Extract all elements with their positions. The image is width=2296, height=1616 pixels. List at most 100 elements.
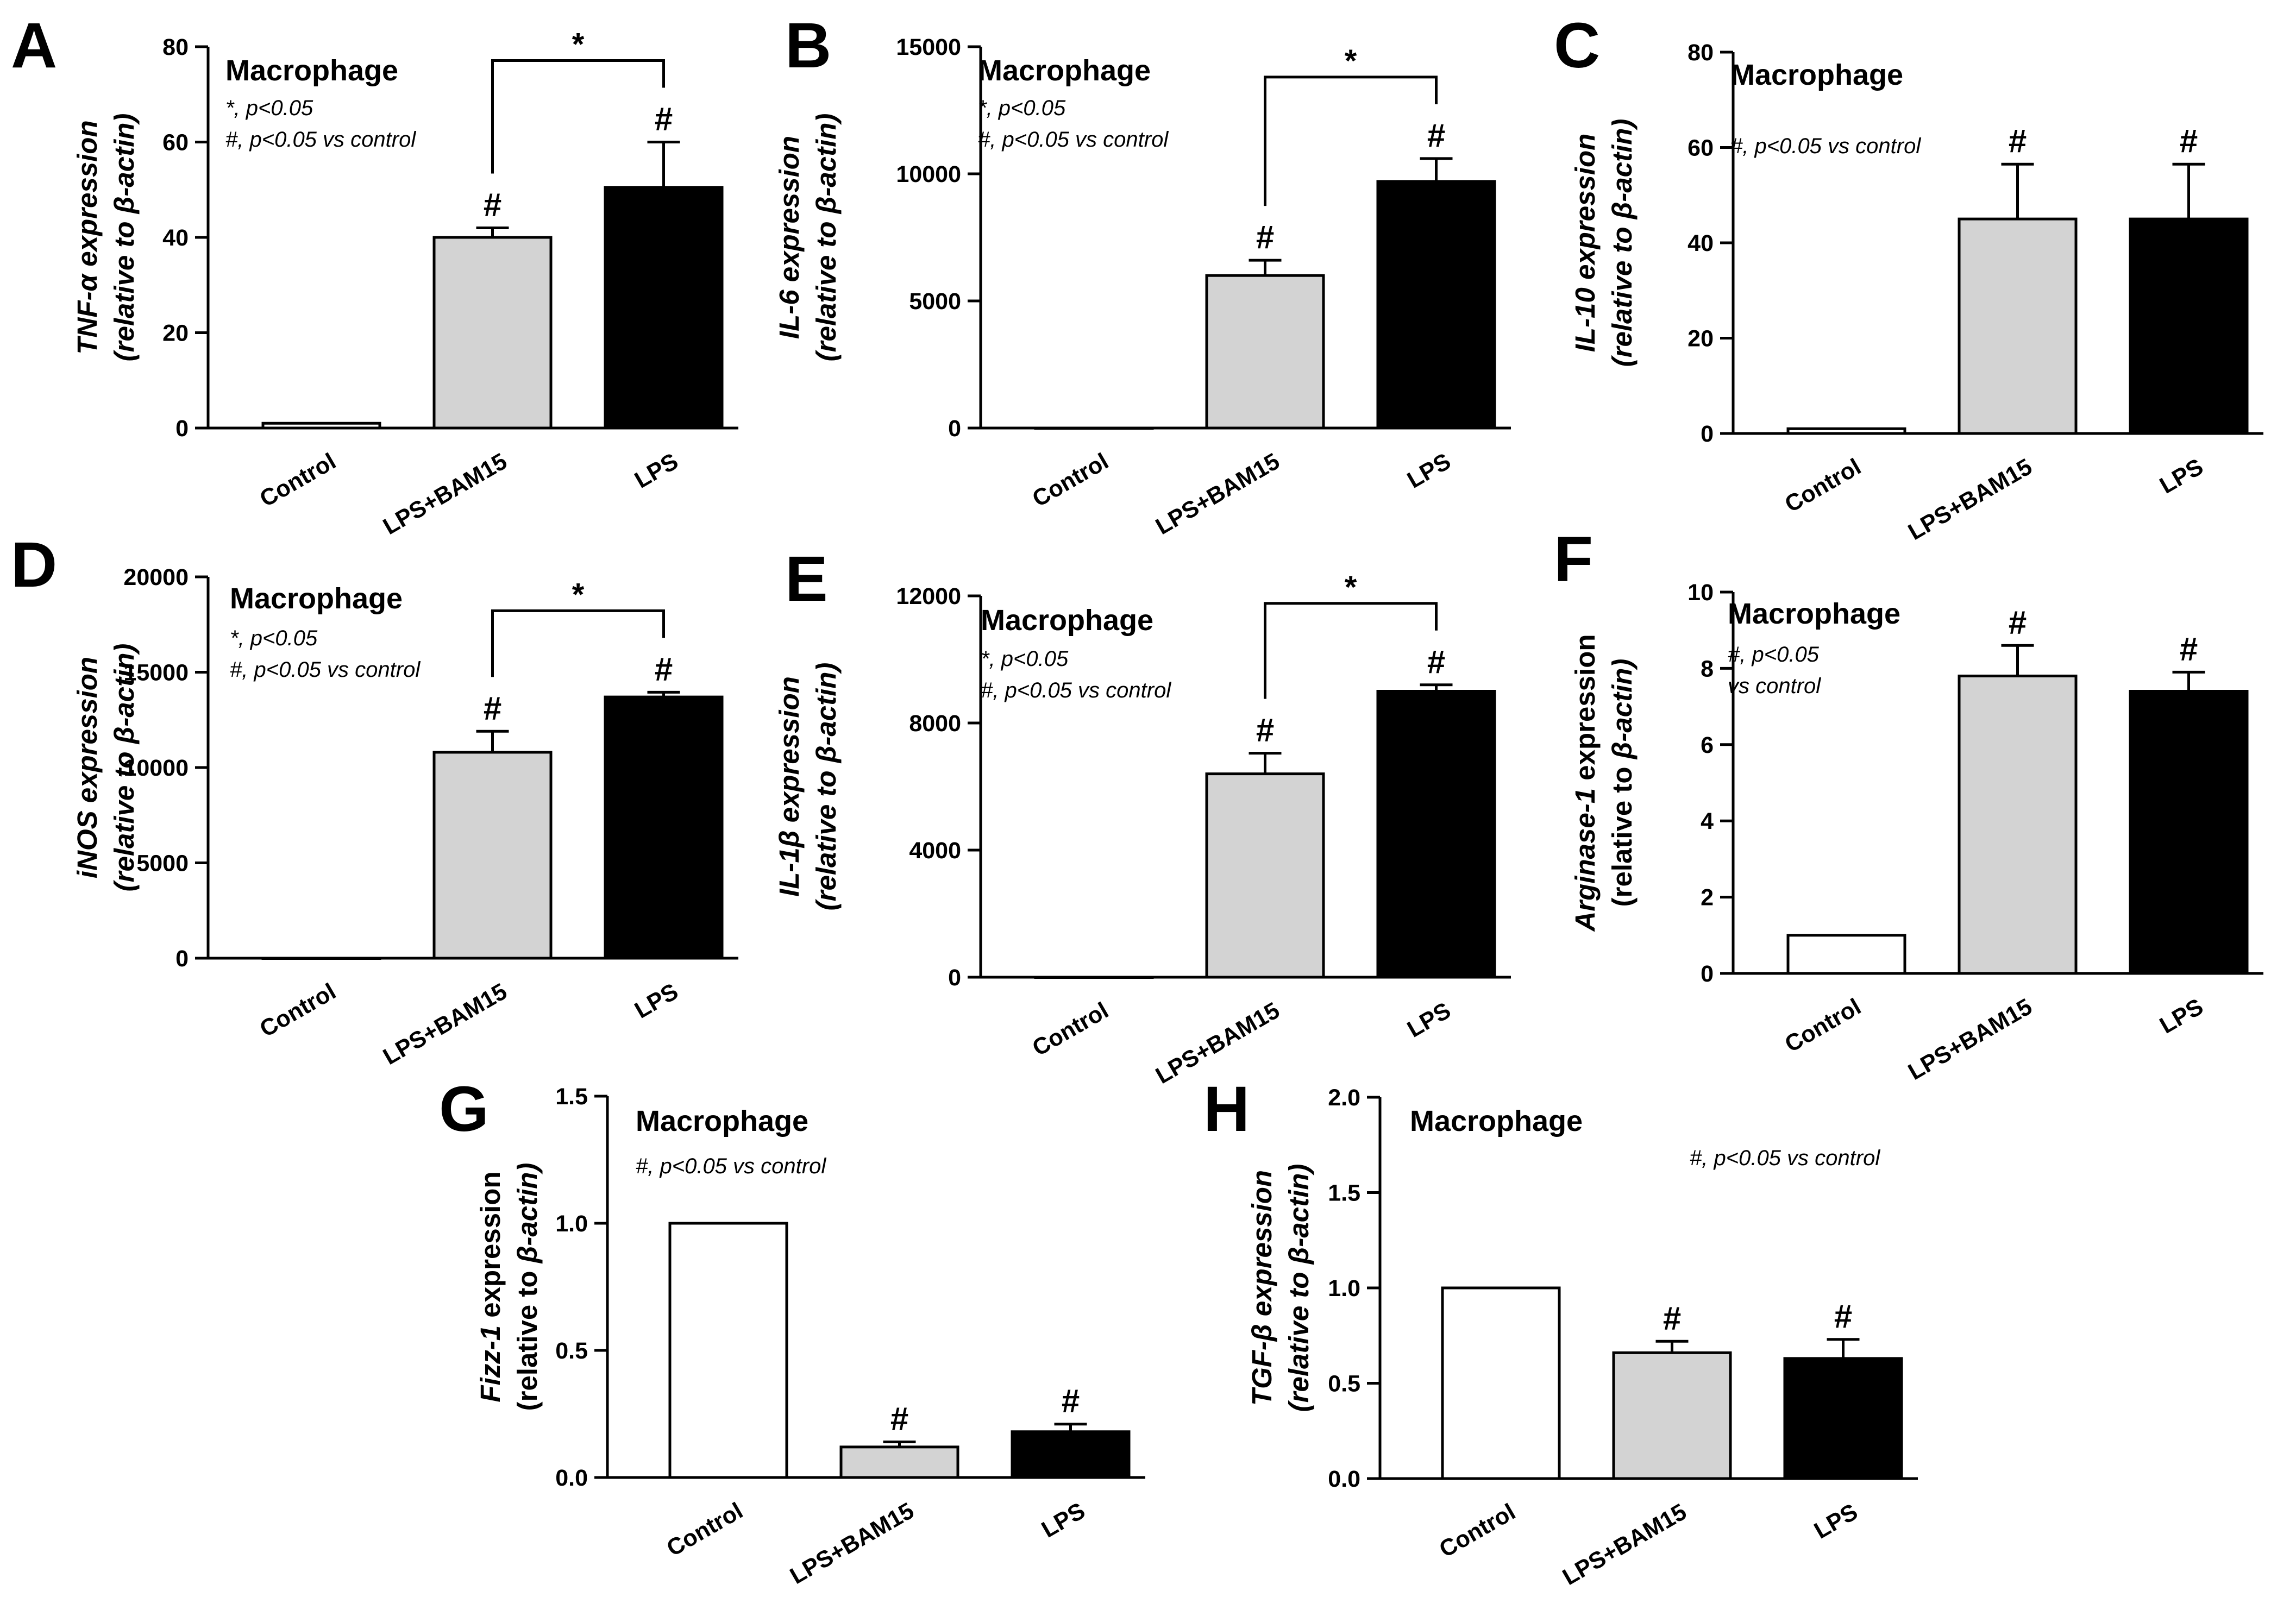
significance-mark-d: # bbox=[484, 690, 501, 726]
comparison-bracket-e bbox=[1264, 602, 1438, 699]
y-tick-label-e: 0 bbox=[948, 965, 961, 991]
y-tick-label-f: 8 bbox=[1701, 656, 1714, 682]
y-tick-label-g: 1.5 bbox=[555, 1084, 588, 1110]
significance-note-b: #, p<0.05 vs control bbox=[978, 128, 1169, 152]
bar-e-lps-bam15 bbox=[1205, 772, 1325, 979]
panel-letter-b: B bbox=[785, 10, 831, 81]
x-tick-label-f: Control bbox=[1780, 994, 1865, 1058]
significance-note-f: vs control bbox=[1728, 674, 1821, 698]
significance-mark-g: # bbox=[1062, 1383, 1080, 1419]
significance-note-c: #, p<0.05 vs control bbox=[1730, 134, 1921, 158]
y-tick-label-c: 20 bbox=[1688, 326, 1714, 352]
chart-title-b: Macrophage bbox=[978, 54, 1151, 87]
y-axis-label-a-line2: (relative to β-actin) bbox=[109, 114, 140, 362]
y-axis-label-e-line2: (relative to β-actin) bbox=[811, 663, 842, 911]
significance-mark-b: # bbox=[1427, 117, 1445, 154]
panel-h: H Macrophage #, p<0.05 vs control TGF-β exp… bbox=[1203, 1073, 1918, 1590]
panel-d: D Macrophage *, p<0.05 #, p<0.05 vs control… bbox=[11, 529, 738, 1070]
chart-title-a: Macrophage bbox=[225, 54, 398, 87]
bar-b-lps bbox=[1376, 180, 1496, 430]
y-tick-label-b: 0 bbox=[948, 416, 961, 442]
comparison-star-d: * bbox=[572, 577, 585, 612]
bar-a-control bbox=[261, 422, 381, 430]
y-tick-label-c: 80 bbox=[1688, 40, 1714, 66]
x-tick-label-a: LPS bbox=[630, 448, 682, 493]
comparison-bracket-a bbox=[491, 59, 665, 174]
y-tick-label-h: 1.0 bbox=[1328, 1275, 1360, 1301]
y-tick-label-f: 4 bbox=[1701, 808, 1714, 834]
x-tick-label-g: Control bbox=[662, 1498, 747, 1562]
significance-note-e: *, p<0.05 bbox=[981, 647, 1069, 671]
x-tick-label-b: LPS bbox=[1403, 448, 1455, 493]
chart-title-e: Macrophage bbox=[981, 604, 1153, 637]
y-tick-label-c: 40 bbox=[1688, 230, 1714, 256]
bar-b-lps-bam15 bbox=[1205, 274, 1325, 430]
y-axis-label-d: iNOS expression bbox=[72, 657, 103, 878]
y-tick-label-b: 5000 bbox=[909, 288, 961, 315]
y-tick-label-h: 2.0 bbox=[1328, 1085, 1360, 1111]
x-tick-label-a: Control bbox=[255, 448, 340, 512]
y-tick-label-f: 2 bbox=[1701, 885, 1714, 911]
panel-f: F Macrophage #, p<0.05 vs control Arginase-1… bbox=[1554, 524, 2263, 1085]
significance-note-a: *, p<0.05 bbox=[225, 96, 313, 120]
bar-d-control bbox=[261, 957, 381, 960]
bar-c-control bbox=[1786, 427, 1906, 435]
y-axis-label-h: TGF-β expression bbox=[1246, 1170, 1277, 1406]
significance-mark-f: # bbox=[2180, 631, 2198, 667]
x-tick-label-d: LPS+BAM15 bbox=[379, 978, 511, 1070]
y-tick-label-a: 80 bbox=[162, 34, 189, 60]
y-axis-label-c-line2: (relative to β-actin) bbox=[1607, 119, 1638, 367]
bar-h-control bbox=[1441, 1286, 1561, 1480]
x-tick-label-c: LPS+BAM15 bbox=[1904, 454, 2036, 545]
y-tick-label-c: 60 bbox=[1688, 135, 1714, 161]
y-axis-label-e: IL-1β expression bbox=[774, 676, 805, 897]
y-tick-label-h: 0.0 bbox=[1328, 1466, 1360, 1492]
bar-a-lps bbox=[604, 186, 724, 430]
x-tick-label-d: Control bbox=[255, 978, 340, 1042]
y-axis-label-f: Arginase-1 expression bbox=[1570, 634, 1601, 932]
y-tick-label-a: 40 bbox=[162, 225, 189, 251]
x-tick-label-e: LPS bbox=[1403, 997, 1455, 1042]
panel-letter-e: E bbox=[785, 543, 828, 615]
significance-note-f: #, p<0.05 bbox=[1728, 643, 1820, 666]
y-axis-label-b: IL-6 expression bbox=[774, 136, 805, 339]
x-tick-label-b: Control bbox=[1028, 448, 1113, 512]
y-tick-label-e: 8000 bbox=[909, 710, 961, 737]
bar-g-lps-bam15 bbox=[839, 1445, 959, 1479]
y-axis-label-c: IL-10 expression bbox=[1570, 134, 1601, 353]
x-tick-label-f: LPS bbox=[2155, 994, 2207, 1039]
bar-b-control bbox=[1034, 426, 1154, 430]
significance-note-d: *, p<0.05 bbox=[230, 626, 318, 650]
y-tick-label-d: 0 bbox=[175, 946, 189, 972]
chart-title-g: Macrophage bbox=[636, 1105, 808, 1137]
panel-b: B Macrophage *, p<0.05 #, p<0.05 vs control… bbox=[774, 10, 1511, 540]
significance-mark-b: # bbox=[1256, 219, 1274, 255]
y-tick-label-e: 4000 bbox=[909, 838, 961, 864]
x-tick-label-h: LPS+BAM15 bbox=[1558, 1499, 1691, 1590]
x-tick-label-d: LPS bbox=[630, 978, 682, 1023]
y-tick-label-h: 0.5 bbox=[1328, 1371, 1360, 1397]
bar-g-lps bbox=[1011, 1430, 1131, 1479]
comparison-star-e: * bbox=[1345, 570, 1357, 605]
x-tick-label-b: LPS+BAM15 bbox=[1151, 448, 1284, 540]
y-axis-label-g: Fizz-1 expression bbox=[475, 1171, 506, 1402]
significance-mark-h: # bbox=[1663, 1300, 1681, 1336]
chart-title-f: Macrophage bbox=[1728, 598, 1900, 630]
y-axis-label-a: TNF-α expression bbox=[72, 120, 103, 354]
significance-note-d: #, p<0.05 vs control bbox=[230, 658, 421, 682]
significance-mark-e: # bbox=[1427, 644, 1445, 680]
significance-note-e: #, p<0.05 vs control bbox=[981, 678, 1171, 702]
bar-e-lps bbox=[1376, 690, 1496, 979]
bar-c-lps bbox=[2129, 217, 2249, 435]
y-tick-label-d: 5000 bbox=[136, 851, 189, 877]
y-axis-label-h-line2: (relative to β-actin) bbox=[1283, 1164, 1314, 1412]
significance-mark-e: # bbox=[1256, 712, 1274, 749]
bar-c-lps-bam15 bbox=[1958, 217, 2078, 435]
x-tick-label-a: LPS+BAM15 bbox=[379, 448, 511, 540]
y-tick-label-f: 6 bbox=[1701, 732, 1714, 758]
chart-title-c: Macrophage bbox=[1730, 59, 1903, 91]
y-tick-label-b: 10000 bbox=[896, 161, 961, 187]
y-tick-label-g: 0.5 bbox=[555, 1338, 588, 1364]
x-tick-label-h: LPS bbox=[1810, 1499, 1862, 1544]
significance-mark-g: # bbox=[890, 1400, 908, 1437]
